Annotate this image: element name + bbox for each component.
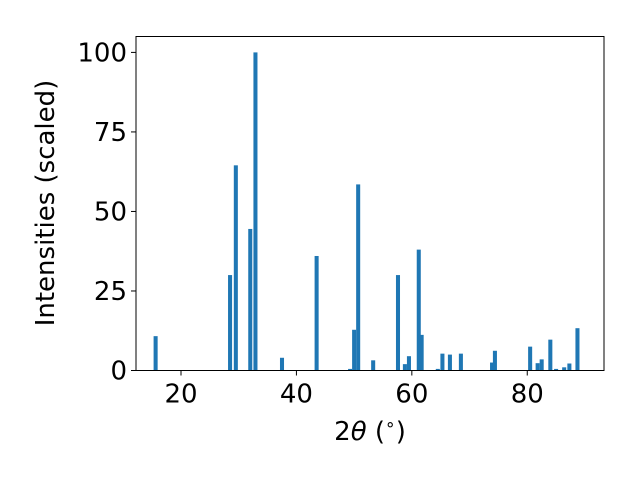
x-axis-label-prefix: 2 xyxy=(334,417,351,447)
bar xyxy=(567,363,572,371)
bar xyxy=(575,328,580,371)
bar xyxy=(348,368,353,371)
x-axis-label-open: ( xyxy=(367,417,385,447)
x-tick-label: 80 xyxy=(511,380,544,410)
bar xyxy=(440,353,445,371)
y-tick-label: 25 xyxy=(94,277,127,307)
bar xyxy=(402,364,407,371)
bar xyxy=(228,275,233,371)
x-axis-label-close: ) xyxy=(396,417,406,447)
bar xyxy=(539,359,544,371)
y-tick-label: 75 xyxy=(94,118,127,148)
bar xyxy=(233,165,238,371)
x-axis-label-degree: ∘ xyxy=(385,415,396,435)
bar xyxy=(352,329,357,371)
bar xyxy=(314,255,319,371)
x-axis-ticks: 20 40 60 80 xyxy=(164,370,544,410)
bar xyxy=(535,363,540,371)
bar xyxy=(554,368,559,371)
y-axis-label: Intensities (scaled) xyxy=(31,80,61,327)
bar xyxy=(395,275,401,371)
bar xyxy=(562,367,567,371)
bar-series xyxy=(153,52,580,371)
bar xyxy=(447,354,452,371)
bar xyxy=(528,346,533,371)
bar xyxy=(371,360,376,371)
bar xyxy=(356,184,361,371)
y-tick-label: 50 xyxy=(94,197,127,227)
bar xyxy=(253,52,258,371)
x-tick-label: 60 xyxy=(395,380,428,410)
bar xyxy=(153,336,158,371)
bar xyxy=(490,362,495,371)
bar xyxy=(548,339,553,371)
plot-frame xyxy=(135,36,605,371)
y-axis-ticks: 0 25 50 75 100 xyxy=(77,38,136,387)
bar xyxy=(416,249,421,371)
x-tick-label: 40 xyxy=(280,380,313,410)
y-tick-label: 0 xyxy=(110,357,127,387)
bar xyxy=(279,357,285,371)
y-tick-label: 100 xyxy=(77,38,127,68)
bar xyxy=(248,228,253,371)
x-axis-label: 2θ (∘) xyxy=(334,415,406,447)
bar xyxy=(435,368,440,371)
bar xyxy=(458,353,463,371)
bar xyxy=(406,356,411,371)
bar xyxy=(419,334,424,371)
x-tick-label: 20 xyxy=(164,380,197,410)
x-axis-label-theta: θ xyxy=(351,417,367,447)
bar xyxy=(492,350,497,371)
